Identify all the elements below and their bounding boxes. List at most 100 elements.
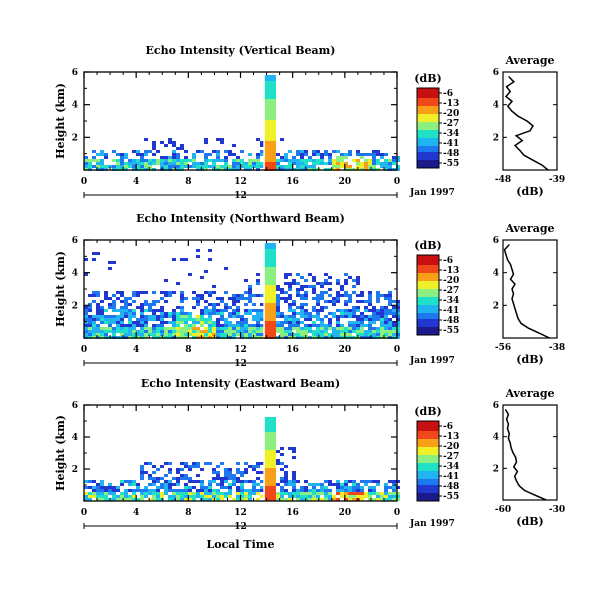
heatmap-cell [264,87,268,90]
heatmap-cell [184,312,188,315]
colorbar-segment [417,289,439,292]
heatmap-cell [300,333,304,336]
heatmap-cell [228,495,232,498]
heatmap-cell [320,327,324,330]
heatmap-cell [264,282,268,285]
heatmap-cell [288,273,292,276]
heatmap-cell [284,480,288,483]
heatmap-cell [132,150,136,153]
heatmap-cell [148,309,152,312]
heatmap-cell [320,159,324,162]
colorbar-segment [417,463,439,466]
heatmap-cell [252,165,256,168]
heatmap-cell [268,483,272,486]
heatmap-cell [184,492,188,495]
heatmap-cell [340,159,344,162]
heatmap-cell [352,159,356,162]
heatmap-cell [332,300,336,303]
date-day-label: 12 [234,191,247,201]
heatmap-cell [200,294,204,297]
heatmap-cell [84,156,88,159]
heatmap-cell [200,483,204,486]
colorbar-segment [417,423,439,426]
heatmap-cell [324,300,328,303]
heatmap-cell [268,81,272,84]
heatmap-cell [188,498,192,501]
heatmap-cell [264,426,268,429]
heatmap-cell [268,471,272,474]
heatmap-cell [368,333,372,336]
heatmap-cell [340,294,344,297]
heatmap-cell [256,477,260,480]
heatmap-cell [296,312,300,315]
heatmap-cell [124,165,128,168]
heatmap-cell [128,327,132,330]
heatmap-cell [272,270,276,273]
heatmap-cell [200,468,204,471]
heatmap-cell [352,309,356,312]
y-axis-label: Height (km) [54,415,67,491]
heatmap-cell [128,330,132,333]
heatmap-cell [168,483,172,486]
heatmap-cell [288,282,292,285]
chart-title: Echo Intensity (Eastward Beam) [141,377,340,390]
heatmap-cell [392,300,396,303]
heatmap-cell [300,297,304,300]
profile-point [545,499,547,501]
heatmap-cell [92,150,96,153]
heatmap [84,75,400,171]
heatmap-cell [208,324,212,327]
heatmap-cell [84,315,88,318]
heatmap-cell [372,333,376,336]
heatmap-cell [392,162,396,165]
profile-point [547,169,549,171]
colorbar-frame [416,254,440,336]
heatmap-cell [96,315,100,318]
heatmap-cell [268,495,272,498]
heatmap-cell [156,309,160,312]
heatmap-cell [320,333,324,336]
heatmap-cell [368,162,372,165]
heatmap-cell [116,330,120,333]
heatmap-cell [164,462,168,465]
heatmap-cell [180,468,184,471]
heatmap-cell [264,444,268,447]
profile-point [505,254,507,256]
heatmap-cell [312,165,316,168]
heatmap-cell [152,291,156,294]
profile-point [509,91,511,93]
heatmap-cell [164,315,168,318]
heatmap-cell [192,291,196,294]
heatmap-cell [280,495,284,498]
heatmap-cell [368,321,372,324]
heatmap-cell [120,309,124,312]
heatmap-cell [384,492,388,495]
heatmap-cell [248,165,252,168]
heatmap-cell [116,159,120,162]
heatmap-cell [288,480,292,483]
heatmap-cell [148,318,152,321]
x-tick-label: 20 [339,345,352,355]
heatmap-cell [224,159,228,162]
heatmap-cell [300,498,304,501]
heatmap-cell [268,264,272,267]
profile-point [505,95,507,98]
heatmap-cell [216,156,220,159]
heatmap-cell [244,498,248,501]
heatmap-cell [256,483,260,486]
heatmap-cell [228,489,232,492]
heatmap-cell [236,159,240,162]
heatmap-cell [396,336,400,339]
heatmap-cell [312,288,316,291]
heatmap-cell [176,321,180,324]
heatmap-cell [84,333,88,336]
heatmap-cell [204,492,208,495]
heatmap-cell [360,162,364,165]
heatmap-cell [268,126,272,129]
heatmap-cell [168,498,172,501]
heatmap-cell [264,495,268,498]
heatmap-cell [312,489,316,492]
heatmap-cell [96,327,100,330]
heatmap-cell [324,162,328,165]
heatmap-cell [396,312,400,315]
